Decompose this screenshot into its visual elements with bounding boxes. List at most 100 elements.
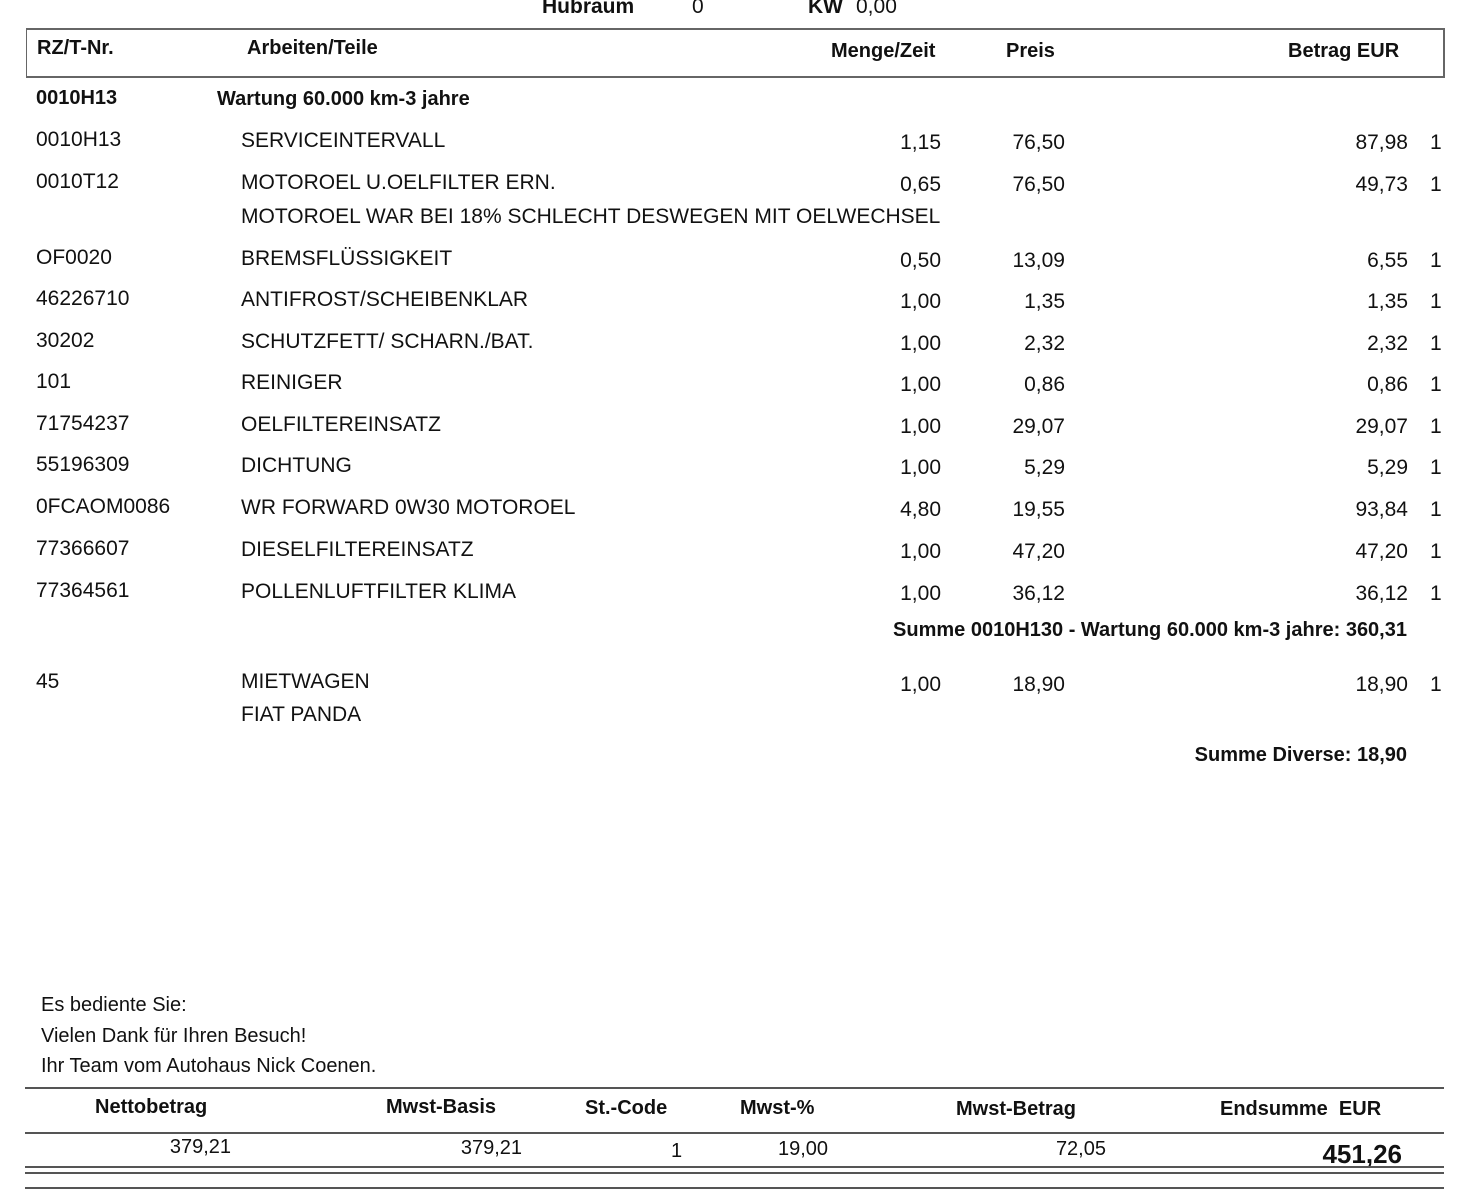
net-amount: 379,21 [169,1136,231,1158]
item-qty: 1,00 [900,373,941,396]
item-tax-code: 1 [1430,173,1442,196]
item-amount: 5,29 [1367,456,1408,479]
table-header [26,28,1445,78]
item-tax-code: 1 [1430,249,1442,272]
item-note: MOTOROEL WAR BEI 18% SCHLECHT DESWEGEN M… [241,205,941,228]
item-tax-code: 1 [1430,373,1442,396]
item-amount: 2,32 [1367,332,1408,355]
item-desc: MOTOROEL U.OELFILTER ERN. [241,171,556,194]
item-code: 45 [36,670,60,693]
grand-total: 451,26 [1322,1139,1402,1169]
item-amount: 29,07 [1355,415,1408,438]
item-qty: 1,00 [900,456,941,479]
item-desc: DICHTUNG [241,454,352,477]
tax-code: 1 [671,1140,683,1162]
item-desc: ANTIFROST/SCHEIBENKLAR [241,288,529,311]
divider [25,1087,1444,1089]
totals-header-total: Endsumme EUR [1220,1098,1382,1120]
item-desc: BREMSFLÜSSIGKEIT [241,247,453,270]
item-amount: 6,55 [1367,249,1408,272]
divider [25,1132,1444,1134]
divider [25,1187,1444,1189]
header-amount: Betrag EUR [1288,40,1400,62]
header-qty: Menge/Zeit [831,40,936,62]
header-desc: Arbeiten/Teile [247,37,378,59]
group-title: Wartung 60.000 km-3 jahre [217,88,470,110]
item-desc: MIETWAGEN [241,670,370,693]
totals-header-code: St.-Code [585,1097,668,1119]
hubraum-value: 0 [692,0,704,18]
item-amount: 49,73 [1355,173,1408,196]
item-price: 76,50 [1012,173,1065,196]
header-code: RZ/T-Nr. [37,37,114,59]
group-code: 0010H13 [36,87,118,109]
kw-value: 0,00 [856,0,897,18]
item-desc: WR FORWARD 0W30 MOTOROEL [241,496,576,519]
item-qty: 1,00 [900,415,941,438]
served-by: Es bediente Sie: [41,994,187,1016]
item-price: 0,86 [1024,373,1065,396]
group-sum: Summe 0010H130 - Wartung 60.000 km-3 jah… [893,619,1407,641]
item-qty: 0,50 [900,249,941,272]
item-price: 47,20 [1012,540,1065,563]
header-price: Preis [1006,40,1055,62]
item-price: 5,29 [1024,456,1065,479]
item-desc: SCHUTZFETT/ SCHARN./BAT. [241,330,534,353]
totals-header-pct: Mwst-% [740,1097,815,1119]
item-qty: 0,65 [900,173,941,196]
item-code: 0FCAOM0086 [36,495,171,518]
kw-label: KW [808,0,843,18]
item-note: FIAT PANDA [241,703,362,726]
item-qty: 1,15 [900,131,941,154]
item-tax-code: 1 [1430,498,1442,521]
item-price: 18,90 [1012,673,1065,696]
item-amount: 18,90 [1355,673,1408,696]
totals-header-net: Nettobetrag [95,1096,208,1118]
vat-amount: 72,05 [1055,1138,1106,1160]
item-price: 1,35 [1024,290,1065,313]
item-qty: 1,00 [900,332,941,355]
item-price: 2,32 [1024,332,1065,355]
item-price: 29,07 [1012,415,1065,438]
item-code: 30202 [36,329,95,352]
item-code: 0010H13 [36,128,122,151]
item-qty: 1,00 [900,290,941,313]
item-code: 55196309 [36,453,130,476]
item-tax-code: 1 [1430,540,1442,563]
item-amount: 93,84 [1355,498,1408,521]
item-tax-code: 1 [1430,290,1442,313]
item-amount: 36,12 [1355,582,1408,605]
item-amount: 87,98 [1355,131,1408,154]
totals-header-vat: Mwst-Betrag [956,1098,1077,1120]
totals-header-basis: Mwst-Basis [386,1096,497,1118]
team-text: Ihr Team vom Autohaus Nick Coenen. [41,1055,377,1077]
item-desc: POLLENLUFTFILTER KLIMA [241,580,517,603]
item-code: 46226710 [36,287,130,310]
item-price: 13,09 [1012,249,1065,272]
vat-basis: 379,21 [460,1137,522,1159]
item-tax-code: 1 [1430,456,1442,479]
item-tax-code: 1 [1430,332,1442,355]
item-price: 19,55 [1012,498,1065,521]
divider [25,1172,1444,1174]
item-price: 36,12 [1012,582,1065,605]
vat-percent: 19,00 [778,1138,829,1160]
misc-sum: Summe Diverse: 18,90 [1194,744,1407,766]
item-desc: SERVICEINTERVALL [241,129,446,152]
item-code: 101 [36,370,72,393]
item-tax-code: 1 [1430,673,1442,696]
item-qty: 1,00 [900,673,941,696]
item-desc: REINIGER [241,371,343,394]
item-code: 77364561 [36,579,130,602]
item-code: 77366607 [36,537,130,560]
item-price: 76,50 [1012,131,1065,154]
item-code: OF0020 [36,246,112,269]
item-desc: DIESELFILTEREINSATZ [241,538,474,561]
item-qty: 1,00 [900,540,941,563]
item-amount: 0,86 [1367,373,1408,396]
item-tax-code: 1 [1430,131,1442,154]
item-qty: 1,00 [900,582,941,605]
divider [25,1166,1444,1168]
item-code: 0010T12 [36,170,119,193]
item-code: 71754237 [36,412,130,435]
